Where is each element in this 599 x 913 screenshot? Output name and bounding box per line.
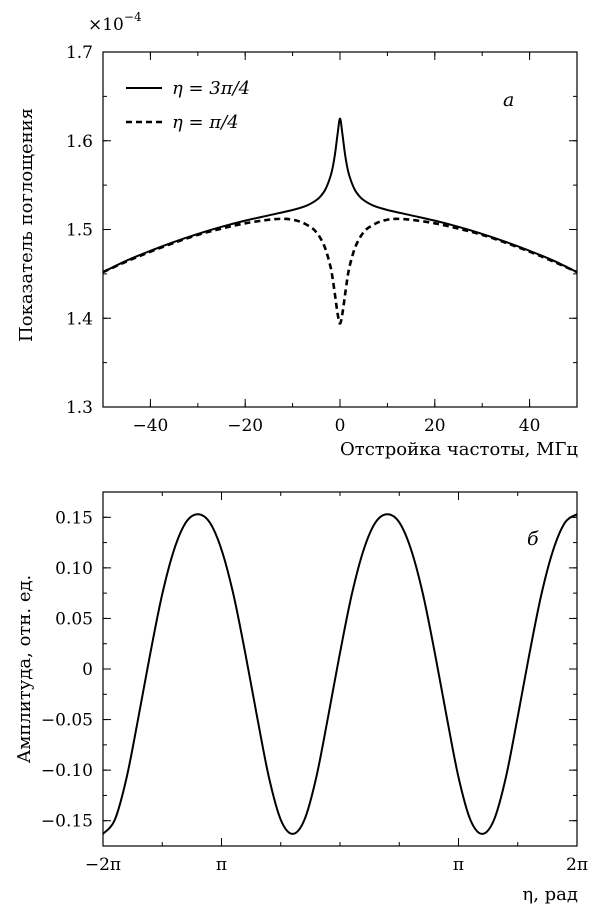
y-tick-label: 0.05 xyxy=(55,609,93,629)
panel-a-letter: a xyxy=(503,89,514,111)
y-tick-label: 1.3 xyxy=(66,398,93,418)
panel-a-legend: η = 3π/4 η = π/4 xyxy=(126,78,250,133)
y-tick-label: −0.05 xyxy=(41,711,93,731)
x-tick-label: π xyxy=(216,855,227,875)
x-tick-label: π xyxy=(453,855,464,875)
panel-b-amplitude-chart: −2π π π 2π −0.15 −0.10 −0.05 0 0.05 0.10 0.15 Ампл… xyxy=(14,491,588,905)
y-tick-label: −0.10 xyxy=(41,761,93,781)
y-tick-label: −0.15 xyxy=(41,812,93,832)
panel-b-plot-frame xyxy=(102,491,578,847)
panel-a-tick-labels: −40 −20 0 20 40 1.3 1.4 1.5 1.6 1.7 xyxy=(66,43,540,436)
panel-a-series-dashed-line xyxy=(102,217,578,325)
panel-b-series-solid-line xyxy=(102,513,578,835)
panel-b-ticks xyxy=(102,491,578,847)
y-tick-label: 1.6 xyxy=(66,132,93,152)
panel-a-absorption-chart: −40 −20 0 20 40 1.3 1.4 1.5 1.6 1.7 ×10−4 Показат… xyxy=(16,10,578,460)
legend-dashed-label: η = π/4 xyxy=(172,112,239,133)
y-tick-label: 1.5 xyxy=(66,221,93,241)
panel-b-series xyxy=(102,513,578,835)
x-tick-label: −2π xyxy=(85,855,121,875)
x-tick-label: 20 xyxy=(424,416,446,436)
panel-a-series xyxy=(102,117,578,325)
panel-b-x-axis-label: η, рад xyxy=(522,884,578,905)
x-tick-label: 2π xyxy=(566,855,588,875)
y-tick-label: 0 xyxy=(82,660,93,680)
panel-b-letter: б xyxy=(527,528,539,550)
panel-a-y-axis-label: Показатель поглощения xyxy=(16,108,37,342)
x-tick-label: 40 xyxy=(519,416,541,436)
y-tick-label: 1.7 xyxy=(66,43,93,63)
panel-a-ticks xyxy=(102,51,578,408)
panel-a-y-multiplier: ×10−4 xyxy=(88,10,142,35)
x-tick-label: −40 xyxy=(132,416,168,436)
y-tick-label: 0.15 xyxy=(55,508,93,528)
panel-a-series-solid-line xyxy=(102,117,578,273)
panel-b-y-axis-label: Амплитуда, отн. ед. xyxy=(14,575,35,764)
panel-a-x-axis-label: Отстройка частоты, МГц xyxy=(340,439,578,460)
y-tick-label: 1.4 xyxy=(66,309,93,329)
x-tick-label: 0 xyxy=(335,416,346,436)
y-tick-label: 0.10 xyxy=(55,559,93,579)
x-tick-label: −20 xyxy=(227,416,263,436)
panel-b-tick-labels: −2π π π 2π −0.15 −0.10 −0.05 0 0.05 0.10 0.15 xyxy=(41,508,588,875)
legend-solid-label: η = 3π/4 xyxy=(172,78,250,99)
